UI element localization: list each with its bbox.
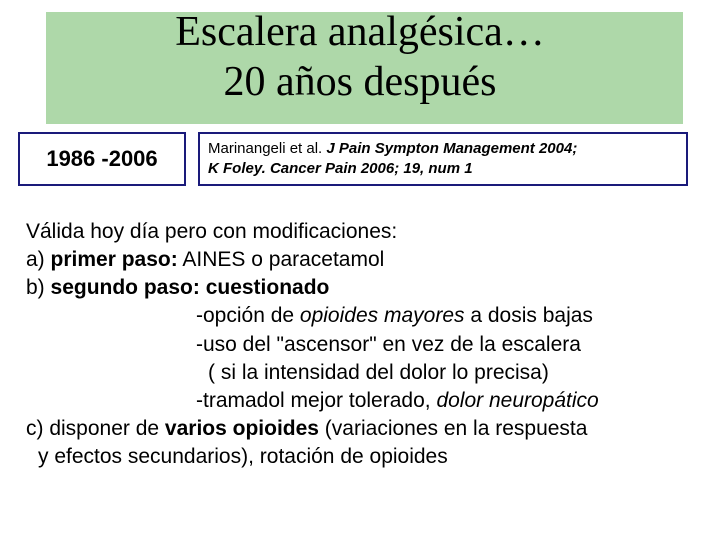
body-item-a: a) primer paso: AINES o paracetamol: [26, 246, 702, 274]
year-range-box: 1986 -2006: [18, 132, 186, 186]
a-bold: primer paso:: [51, 248, 178, 271]
sub1-post: a dosis bajas: [465, 304, 593, 327]
b-bold: segundo paso: cuestionado: [51, 276, 330, 299]
citation-line-1: Marinangeli et al. J Pain Sympton Manage…: [208, 139, 678, 159]
body-sub-1: -opción de opioides mayores a dosis baja…: [26, 302, 702, 330]
a-label: a): [26, 248, 51, 271]
body-sub-2b: ( si la intensidad del dolor lo precisa): [26, 359, 702, 387]
citation-journal-1: J Pain Sympton Management 2004;: [326, 140, 577, 157]
sub3-ital: dolor neuropático: [436, 389, 598, 412]
sub1-pre: -opción de: [196, 304, 300, 327]
body-intro: Válida hoy día pero con modificaciones:: [26, 218, 702, 246]
body-item-b: b) segundo paso: cuestionado: [26, 274, 702, 302]
slide-title: Escalera analgésica… 20 años después: [0, 8, 720, 107]
sub3-pre: -tramadol mejor tolerado,: [196, 389, 436, 412]
a-rest: AINES o paracetamol: [178, 248, 385, 271]
b-label: b): [26, 276, 51, 299]
c-bold: varios opioides: [165, 417, 319, 440]
title-line-1: Escalera analgésica…: [175, 9, 545, 55]
citation-box: Marinangeli et al. J Pain Sympton Manage…: [198, 132, 688, 186]
sub1-ital: opioides mayores: [300, 304, 465, 327]
body-sub-2: -uso del "ascensor" en vez de la escaler…: [26, 331, 702, 359]
citation-journal-2: K Foley. Cancer Pain 2006; 19, num 1: [208, 160, 473, 177]
body-text: Válida hoy día pero con modificaciones: …: [26, 218, 702, 471]
title-line-2: 20 años después: [224, 59, 497, 105]
body-item-c-line2: y efectos secundarios), rotación de opio…: [26, 443, 702, 471]
c-text2: (variaciones en la respuesta: [319, 417, 587, 440]
citation-line-2: K Foley. Cancer Pain 2006; 19, num 1: [208, 159, 678, 179]
c-label: c): [26, 417, 49, 440]
year-range-text: 1986 -2006: [46, 146, 157, 172]
body-sub-3: -tramadol mejor tolerado, dolor neuropát…: [26, 387, 702, 415]
c-text1: disponer de: [49, 417, 165, 440]
citation-prefix: Marinangeli et al.: [208, 140, 326, 157]
body-item-c: c) disponer de varios opioides (variacio…: [26, 415, 702, 443]
